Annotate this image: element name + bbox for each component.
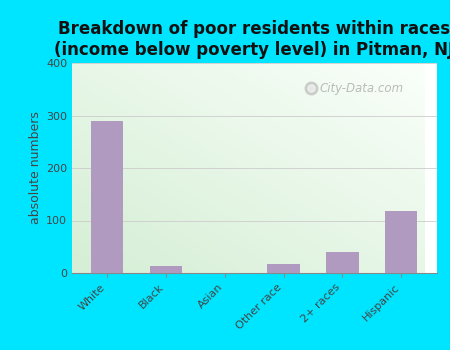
Y-axis label: absolute numbers: absolute numbers <box>29 112 42 224</box>
Text: City-Data.com: City-Data.com <box>320 82 404 95</box>
Bar <box>326 252 359 273</box>
Bar <box>150 266 182 273</box>
Bar <box>91 121 123 273</box>
Bar <box>267 264 300 273</box>
Title: Breakdown of poor residents within races
(income below poverty level) in Pitman,: Breakdown of poor residents within races… <box>54 20 450 59</box>
Bar <box>385 211 418 273</box>
